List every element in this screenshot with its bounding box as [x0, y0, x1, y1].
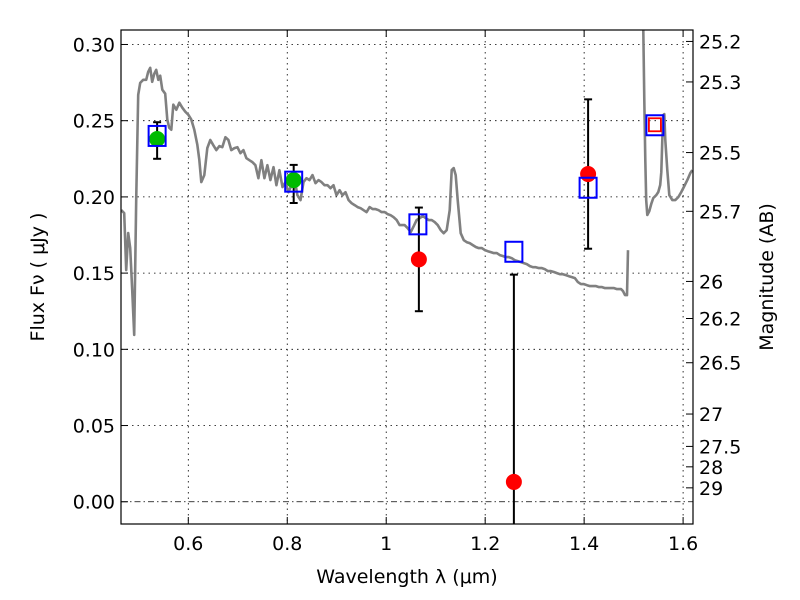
spectrum-line — [121, 66, 630, 337]
y-tick-label: 0.30 — [73, 34, 115, 56]
model-flux-box — [645, 114, 665, 137]
y-tick-label: 0.15 — [73, 263, 115, 285]
x-tick-label: 0.8 — [272, 533, 302, 555]
x-tick-label: 1.6 — [668, 533, 698, 555]
right-tick-label: 27.5 — [699, 436, 741, 458]
right-tick-label: 25.2 — [699, 31, 741, 53]
model-flux-box — [147, 124, 167, 147]
right-tick-label: 25.5 — [699, 143, 741, 165]
plot-background — [121, 30, 693, 524]
x-tick-label: 1.2 — [470, 533, 500, 555]
right-y-axis-label: Magnitude (AB) — [756, 203, 778, 351]
x-tick-label: 0.6 — [173, 533, 203, 555]
right-tick-label: 26 — [699, 271, 723, 293]
right-tick-label: 26.5 — [699, 353, 741, 375]
x-axis-label: Wavelength λ (μm) — [316, 566, 497, 588]
detection-point — [285, 172, 302, 189]
right-tick-label: 25.7 — [699, 201, 741, 223]
model-flux-box — [284, 170, 304, 193]
low-snr-point — [580, 166, 597, 183]
y-tick-label: 0.05 — [73, 416, 115, 438]
right-tick-label: 28 — [699, 457, 723, 479]
right-tick-label: 26.2 — [699, 308, 741, 330]
low-snr-point — [505, 473, 522, 490]
right-tick-label: 25.3 — [699, 72, 741, 94]
detection-point — [149, 130, 166, 147]
model-boxes-layer — [147, 114, 665, 263]
plot-frame — [120, 29, 694, 525]
y-tick-label: 0.25 — [73, 111, 115, 133]
low-snr-point — [410, 251, 427, 268]
highlight-box — [647, 117, 662, 133]
plot-area — [121, 30, 693, 524]
right-tick-label: 27 — [699, 404, 723, 426]
y-axis-label: Flux Fν ( μJy ) — [27, 213, 49, 342]
right-tick-label: 29 — [699, 478, 723, 500]
y-tick-label: 0.20 — [73, 187, 115, 209]
model-flux-box — [578, 176, 598, 199]
y-tick-label: 0.10 — [73, 339, 115, 361]
model-flux-box — [408, 213, 428, 236]
model-flux-box — [504, 240, 524, 263]
grid-lines — [121, 30, 693, 524]
x-tick-label: 1 — [380, 533, 392, 555]
y-tick-label: 0.00 — [73, 492, 115, 514]
x-axis-ticks: 0.6 0.8 1 1.2 1.4 1.6 — [173, 30, 698, 555]
x-tick-label: 1.4 — [569, 533, 599, 555]
y-axis-ticks: 0.00 0.05 0.10 0.15 0.20 0.25 0.30 — [73, 34, 128, 514]
